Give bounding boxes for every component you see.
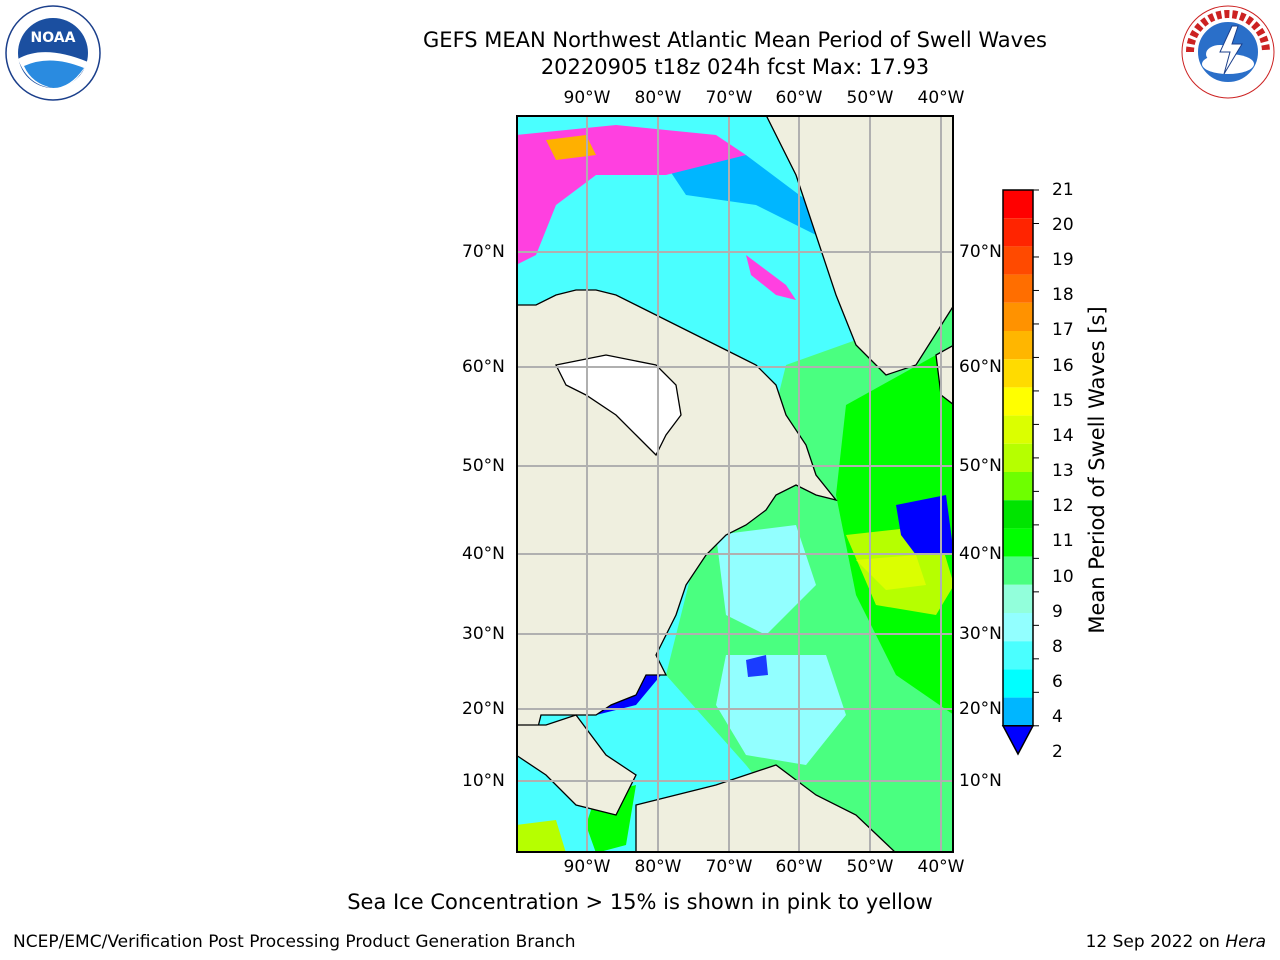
colorbar-tick-label: 20	[1052, 215, 1074, 235]
colorbar-segment	[1003, 500, 1033, 529]
land-north-america	[516, 115, 838, 736]
lon-label-top: 80°W	[634, 88, 682, 108]
colorbar-tick-label: 8	[1052, 637, 1063, 657]
swell-field-2-4	[746, 655, 768, 677]
colorbar-tick-label: 17	[1052, 320, 1074, 340]
chart-title: GEFS MEAN Northwest Atlantic Mean Period…	[423, 28, 1047, 52]
lat-label-left: 30°N	[462, 624, 505, 644]
lat-label-left: 10°N	[462, 771, 505, 791]
colorbar-tick-label: 21	[1052, 180, 1074, 200]
sea-ice-field	[546, 135, 596, 160]
chart-subtitle: 20220905 t18z 024h fcst Max: 17.93	[540, 55, 930, 79]
host-name: Hera	[1225, 932, 1266, 952]
colorbar-segment	[1003, 274, 1033, 303]
lat-label-left: 70°N	[462, 242, 505, 262]
swell-field-12-13	[856, 555, 926, 590]
date-line: 12 Sep 2022 on Hera	[1086, 932, 1266, 952]
colorbar-tick-label: 4	[1052, 707, 1063, 727]
swell-field-8-9	[716, 525, 816, 635]
colorbar-segment	[1003, 246, 1033, 275]
colorbar-tick-label: 12	[1052, 496, 1074, 516]
nws-logo	[1181, 5, 1275, 99]
swell-period-map	[516, 115, 954, 853]
colorbar-segment	[1003, 697, 1033, 726]
lon-label-bottom: 80°W	[634, 857, 682, 877]
colorbar-title: Mean Period of Swell Waves [s]	[1085, 306, 1109, 634]
graticule	[516, 115, 954, 853]
lon-label-top: 90°W	[563, 88, 611, 108]
colorbar-segment	[1003, 641, 1033, 670]
lat-label-right: 20°N	[959, 699, 1002, 719]
sea-ice-field	[746, 255, 796, 300]
sea-ice-field	[516, 125, 746, 265]
lon-label-top: 50°W	[846, 88, 894, 108]
colorbar-tick-label: 15	[1052, 391, 1074, 411]
colorbar-segment	[1003, 443, 1033, 472]
credit-line: NCEP/EMC/Verification Post Processing Pr…	[13, 932, 576, 952]
date-text: 12 Sep 2022 on	[1085, 932, 1226, 952]
lon-label-top: 70°W	[705, 88, 753, 108]
colorbar-tick-label: 16	[1052, 356, 1074, 376]
lat-label-right: 50°N	[959, 456, 1002, 476]
lon-label-bottom: 90°W	[563, 857, 611, 877]
map-frame	[516, 115, 954, 853]
lon-label-bottom: 60°W	[775, 857, 823, 877]
colorbar-segment	[1003, 584, 1033, 613]
swell-field-2-4	[896, 495, 954, 555]
colorbar-segment	[1003, 613, 1033, 642]
colorbar-tick-label: 19	[1052, 250, 1074, 270]
colorbar-tick-label: 6	[1052, 672, 1063, 692]
lat-label-right: 10°N	[959, 771, 1002, 791]
colorbar-tick-label: 14	[1052, 426, 1074, 446]
swell-field-4-6	[666, 155, 826, 235]
colorbar-segment	[1003, 331, 1033, 360]
noaa-logo-text: NOAA	[31, 30, 76, 46]
lat-label-right: 70°N	[959, 242, 1002, 262]
lon-label-bottom: 50°W	[846, 857, 894, 877]
colorbar-segment	[1003, 302, 1033, 331]
lat-label-right: 30°N	[959, 624, 1002, 644]
colorbar-segment	[1003, 359, 1033, 388]
colorbar-segment	[1003, 218, 1033, 247]
colorbar-tick-label: 9	[1052, 602, 1063, 622]
caribbean-swell-field	[516, 820, 566, 853]
colorbar-extend-triangle	[1001, 725, 1035, 756]
land-central-america	[516, 714, 637, 816]
colorbar-segment	[1003, 528, 1033, 557]
colorbar-segment	[1003, 669, 1033, 698]
lat-label-left: 20°N	[462, 699, 505, 719]
sea-ice-note: Sea Ice Concentration > 15% is shown in …	[347, 890, 933, 914]
lat-label-right: 40°N	[959, 544, 1002, 564]
colorbar-segment	[1003, 415, 1033, 444]
colorbar-tick-label: 18	[1052, 285, 1074, 305]
colorbar-segment	[1003, 387, 1033, 416]
lat-label-left: 60°N	[462, 357, 505, 377]
colorbar-segment	[1003, 472, 1033, 501]
lon-label-bottom: 40°W	[917, 857, 965, 877]
colorbar-segment	[1003, 556, 1033, 585]
lat-label-left: 50°N	[462, 456, 505, 476]
colorbar-tick-label: 11	[1052, 531, 1074, 551]
colorbar-tick-label: 2	[1052, 742, 1063, 762]
colorbar	[1001, 189, 1039, 756]
colorbar-tick-label: 10	[1052, 567, 1074, 587]
lat-label-left: 40°N	[462, 544, 505, 564]
lon-label-top: 40°W	[917, 88, 965, 108]
lat-label-right: 60°N	[959, 357, 1002, 377]
colorbar-tick-label: 13	[1052, 461, 1074, 481]
lon-label-bottom: 70°W	[705, 857, 753, 877]
noaa-logo: NOAA	[5, 5, 101, 101]
colorbar-segment	[1003, 190, 1033, 219]
lon-label-top: 60°W	[775, 88, 823, 108]
